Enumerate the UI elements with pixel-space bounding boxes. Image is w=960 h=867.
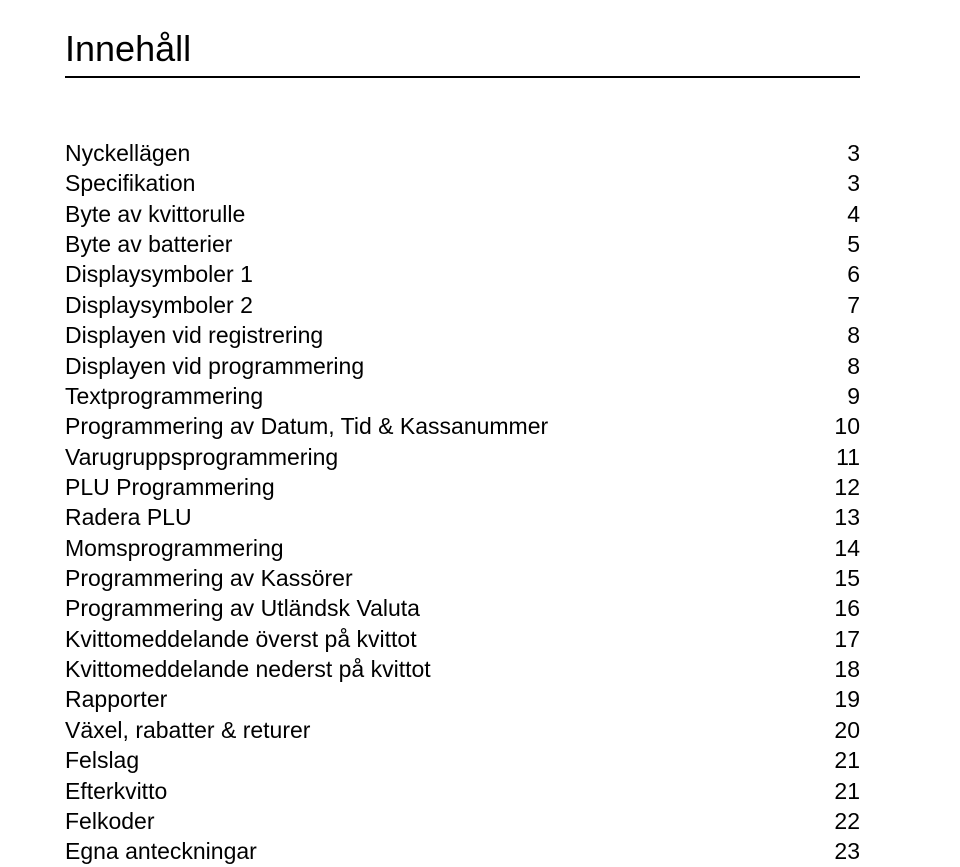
toc-row: Byte av batterier 5 (65, 229, 860, 259)
toc-row: Textprogrammering 9 (65, 381, 860, 411)
toc-label: Programmering av Utländsk Valuta (65, 593, 420, 623)
toc-page-number: 17 (820, 624, 860, 654)
toc-label: Felslag (65, 745, 139, 775)
toc-label: Displayen vid programmering (65, 351, 364, 381)
toc-label: Rapporter (65, 684, 167, 714)
toc-row: Felslag 21 (65, 745, 860, 775)
toc-page-number: 19 (820, 684, 860, 714)
toc-label: Växel, rabatter & returer (65, 715, 310, 745)
toc-page-number: 9 (820, 381, 860, 411)
toc-page-number: 23 (820, 836, 860, 866)
toc-label: Nyckellägen (65, 138, 190, 168)
toc-page-number: 13 (820, 502, 860, 532)
page-title: Innehåll (65, 28, 860, 70)
toc-page-number: 8 (820, 351, 860, 381)
toc-page-number: 5 (820, 229, 860, 259)
toc-page-number: 21 (820, 745, 860, 775)
toc-page-number: 7 (820, 290, 860, 320)
toc-page-number: 11 (820, 442, 860, 472)
toc-label: Felkoder (65, 806, 154, 836)
page-container: Innehåll Nyckellägen3Specifikation3Byte … (0, 0, 960, 867)
toc-row: Displayen vid programmering 8 (65, 351, 860, 381)
title-rule (65, 76, 860, 78)
toc-label: Efterkvitto (65, 776, 167, 806)
toc-list: Nyckellägen3Specifikation3Byte av kvitto… (65, 138, 860, 867)
toc-label: Kvittomeddelande nederst på kvittot (65, 654, 431, 684)
toc-label: Displayen vid registrering (65, 320, 323, 350)
toc-row: Specifikation 3 (65, 168, 860, 198)
toc-page-number: 4 (820, 199, 860, 229)
toc-row: Nyckellägen 3 (65, 138, 860, 168)
toc-page-number: 3 (820, 168, 860, 198)
toc-page-number: 18 (820, 654, 860, 684)
toc-label: PLU Programmering (65, 472, 275, 502)
toc-label: Displaysymboler 1 (65, 259, 253, 289)
toc-row: Displaysymboler 1 6 (65, 259, 860, 289)
toc-label: Radera PLU (65, 502, 192, 532)
toc-row: Efterkvitto 21 (65, 776, 860, 806)
toc-label: Egna anteckningar (65, 836, 257, 866)
toc-label: Displaysymboler 2 (65, 290, 253, 320)
toc-row: Programmering av Datum, Tid & Kassanumme… (65, 411, 860, 441)
toc-label: Programmering av Kassörer (65, 563, 353, 593)
toc-row: Momsprogrammering 14 (65, 533, 860, 563)
toc-page-number: 15 (820, 563, 860, 593)
toc-label: Byte av batterier (65, 229, 232, 259)
toc-row: Radera PLU 13 (65, 502, 860, 532)
toc-page-number: 21 (820, 776, 860, 806)
toc-label: Varugruppsprogrammering (65, 442, 338, 472)
toc-page-number: 14 (820, 533, 860, 563)
toc-page-number: 12 (820, 472, 860, 502)
toc-page-number: 20 (820, 715, 860, 745)
toc-label: Kvittomeddelande överst på kvittot (65, 624, 417, 654)
toc-page-number: 22 (820, 806, 860, 836)
toc-row: Programmering av Utländsk Valuta 16 (65, 593, 860, 623)
toc-row: Växel, rabatter & returer 20 (65, 715, 860, 745)
toc-label: Byte av kvittorulle (65, 199, 245, 229)
toc-row: Programmering av Kassörer 15 (65, 563, 860, 593)
toc-page-number: 10 (820, 411, 860, 441)
toc-row: Kvittomeddelande nederst på kvittot 18 (65, 654, 860, 684)
toc-row: Displayen vid registrering 8 (65, 320, 860, 350)
toc-label: Specifikation (65, 168, 195, 198)
toc-page-number: 6 (820, 259, 860, 289)
toc-row: Felkoder 22 (65, 806, 860, 836)
toc-row: Rapporter 19 (65, 684, 860, 714)
toc-label: Textprogrammering (65, 381, 263, 411)
toc-row: Varugruppsprogrammering 11 (65, 442, 860, 472)
toc-row: Byte av kvittorulle 4 (65, 199, 860, 229)
toc-label: Programmering av Datum, Tid & Kassanumme… (65, 411, 548, 441)
toc-row: PLU Programmering 12 (65, 472, 860, 502)
toc-label: Momsprogrammering (65, 533, 284, 563)
toc-page-number: 8 (820, 320, 860, 350)
toc-row: Egna anteckningar 23 (65, 836, 860, 866)
toc-row: Kvittomeddelande överst på kvittot 17 (65, 624, 860, 654)
toc-page-number: 16 (820, 593, 860, 623)
toc-row: Displaysymboler 2 7 (65, 290, 860, 320)
toc-page-number: 3 (820, 138, 860, 168)
